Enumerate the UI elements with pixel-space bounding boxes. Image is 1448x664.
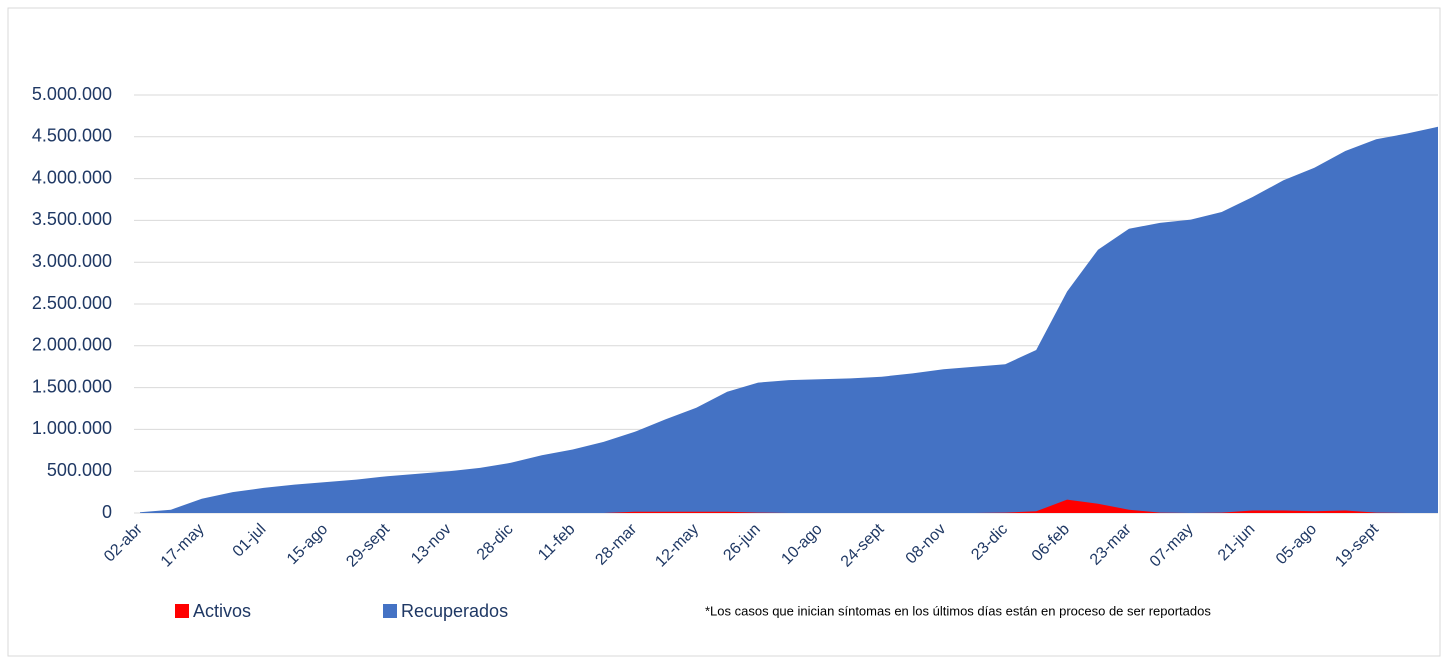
y-tick-label: 1.500.000 (32, 376, 112, 396)
y-tick-label: 4.500.000 (32, 126, 112, 146)
y-tick-label: 2.000.000 (32, 335, 112, 355)
y-tick-label: 0 (102, 502, 112, 522)
y-tick-label: 5.000.000 (32, 84, 112, 104)
y-tick-label: 1.000.000 (32, 418, 112, 438)
y-tick-label: 3.000.000 (32, 251, 112, 271)
legend-label: Activos (193, 601, 251, 621)
area (140, 499, 1438, 513)
y-tick-label: 3.500.000 (32, 209, 112, 229)
area (140, 126, 1438, 514)
footnote: *Los casos que inician síntomas en los ú… (705, 603, 1211, 618)
y-tick-label: 500.000 (47, 460, 112, 480)
legend-label: Recuperados (401, 601, 508, 621)
y-tick-label: 2.500.000 (32, 293, 112, 313)
legend-swatch (175, 604, 189, 618)
y-tick-label: 4.000.000 (32, 167, 112, 187)
legend-swatch (383, 604, 397, 618)
